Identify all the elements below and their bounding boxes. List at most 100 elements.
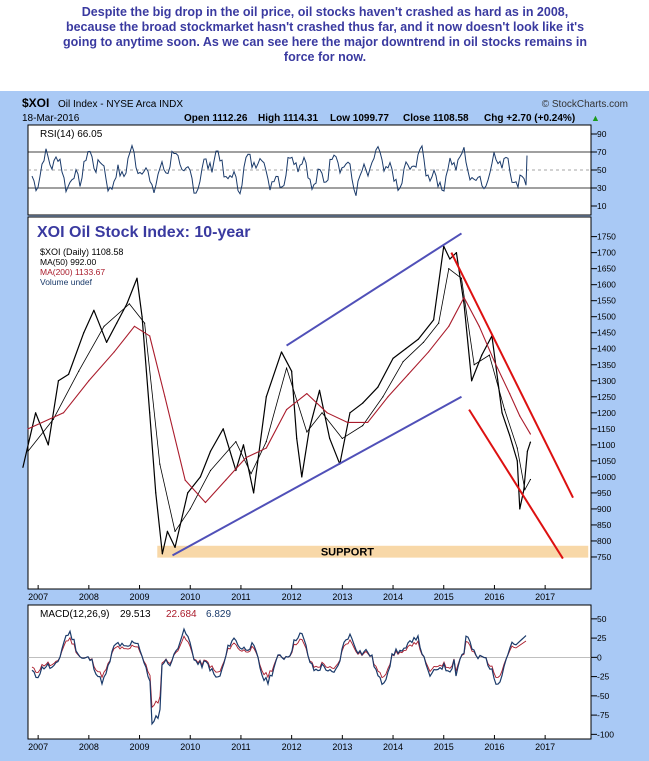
rsi-y-tick-label: 50 xyxy=(597,165,607,175)
price-data-point xyxy=(164,396,166,398)
price-data-point xyxy=(519,415,521,417)
price-x-tick-label: 2017 xyxy=(535,592,555,602)
price-data-point xyxy=(448,325,450,327)
header-date: 18-Mar-2016 xyxy=(22,113,80,124)
price-data-point xyxy=(155,492,157,494)
price-x-tick-label: 2011 xyxy=(231,592,250,602)
price-data-point xyxy=(235,469,237,472)
header-chg-arrow: ▲ xyxy=(591,113,600,123)
price-data-point xyxy=(83,332,85,334)
macd-x-tick-label: 2016 xyxy=(484,742,504,752)
price-data-point xyxy=(501,412,503,414)
price-data-point xyxy=(306,392,308,395)
price-data-point xyxy=(67,373,70,375)
price-data-point xyxy=(105,341,108,343)
price-y-tick-label: 1300 xyxy=(597,376,616,386)
price-data-point xyxy=(265,447,267,449)
price-data-point xyxy=(47,444,49,446)
price-data-point xyxy=(460,277,463,279)
price-data-point xyxy=(481,354,483,356)
price-y-tick-label: 1550 xyxy=(597,296,616,306)
price-data-point xyxy=(362,402,364,404)
price-data-point xyxy=(329,437,331,440)
price-x-tick-label: 2007 xyxy=(28,592,48,602)
price-data-point xyxy=(473,364,475,366)
legend-volume: Volume undef xyxy=(40,277,93,287)
price-data-point xyxy=(291,370,293,372)
rsi-y-tick-label: 30 xyxy=(597,183,607,193)
price-data-point xyxy=(529,478,532,481)
price-data-point xyxy=(516,460,518,462)
price-data-point xyxy=(471,380,473,382)
macd-x-tick-label: 2009 xyxy=(130,742,150,752)
rsi-y-tick-label: 10 xyxy=(597,201,607,211)
price-data-point xyxy=(174,530,176,532)
price-data-point xyxy=(265,441,267,443)
price-data-point xyxy=(199,476,201,478)
price-data-point xyxy=(189,508,191,510)
price-data-point xyxy=(433,319,435,321)
price-data-point xyxy=(245,457,247,459)
price-data-point xyxy=(405,348,407,350)
price-y-tick-label: 1150 xyxy=(597,424,616,434)
price-data-point xyxy=(438,322,440,324)
price-data-point xyxy=(204,501,207,504)
header-low: Low 1099.77 xyxy=(330,113,389,124)
price-data-point xyxy=(509,434,511,436)
price-data-point xyxy=(417,338,419,340)
price-chart-title: XOI Oil Stock Index: 10-year xyxy=(37,224,250,241)
downtrend-upper-trendline xyxy=(450,252,574,499)
macd-value-3: 6.829 xyxy=(206,609,231,620)
price-panel xyxy=(27,216,592,590)
price-x-tick-label: 2010 xyxy=(180,592,200,602)
stock-chart: $XOI Oil Index - NYSE Arca INDX © StockC… xyxy=(0,91,649,761)
price-data-point xyxy=(519,508,521,510)
price-data-point xyxy=(448,268,450,270)
price-y-tick-label: 850 xyxy=(597,520,611,530)
rsi-y-tick-label: 90 xyxy=(597,129,607,139)
channel-lower-trendline xyxy=(172,395,462,557)
price-data-point xyxy=(222,428,224,430)
price-x-tick-label: 2008 xyxy=(79,592,99,602)
header-high: High 1114.31 xyxy=(258,113,318,124)
price-data-point xyxy=(27,450,29,452)
price-data-point xyxy=(35,412,37,414)
support-band xyxy=(157,545,589,558)
macd-x-tick-label: 2011 xyxy=(231,742,250,752)
price-data-point xyxy=(422,341,425,343)
price-data-point xyxy=(402,360,404,363)
price-data-point xyxy=(306,431,308,433)
price-data-point xyxy=(349,412,351,414)
price-data-point xyxy=(318,389,321,391)
price-data-point xyxy=(225,479,227,481)
price-data-point xyxy=(529,433,532,435)
price-data-point xyxy=(149,335,151,337)
legend-ma50: MA(50) 992.00 xyxy=(40,257,96,267)
price-data-point xyxy=(326,412,328,414)
price-data-point xyxy=(103,325,105,327)
price-data-point xyxy=(93,309,95,311)
price-data-point xyxy=(488,354,490,356)
macd-series-line xyxy=(31,627,527,726)
price-data-point xyxy=(377,386,379,388)
macd-x-tick-label: 2015 xyxy=(434,742,454,752)
price-y-tick-label: 900 xyxy=(597,504,611,514)
price-data-point xyxy=(161,553,163,555)
price-data-point xyxy=(235,441,237,443)
price-data-point xyxy=(113,351,115,353)
price-y-tick-label: 1700 xyxy=(597,248,616,258)
channel-upper-trendline xyxy=(286,232,463,347)
price-y-tick-label: 1650 xyxy=(597,264,616,274)
price-data-point xyxy=(321,412,323,414)
macd-y-tick-label: -50 xyxy=(597,691,610,701)
price-data-point xyxy=(209,469,212,472)
rsi-chart: 90 70 50 30 10 xyxy=(28,129,607,211)
macd-x-tick-label: 2008 xyxy=(79,742,99,752)
rsi-label: RSI(14) 66.05 xyxy=(40,129,103,140)
price-data-point xyxy=(27,428,29,430)
macd-x-tick-label: 2017 xyxy=(535,742,555,752)
price-data-point xyxy=(463,303,465,305)
price-data-point xyxy=(144,322,146,324)
price-data-point xyxy=(427,351,430,353)
price-data-point xyxy=(382,396,384,398)
